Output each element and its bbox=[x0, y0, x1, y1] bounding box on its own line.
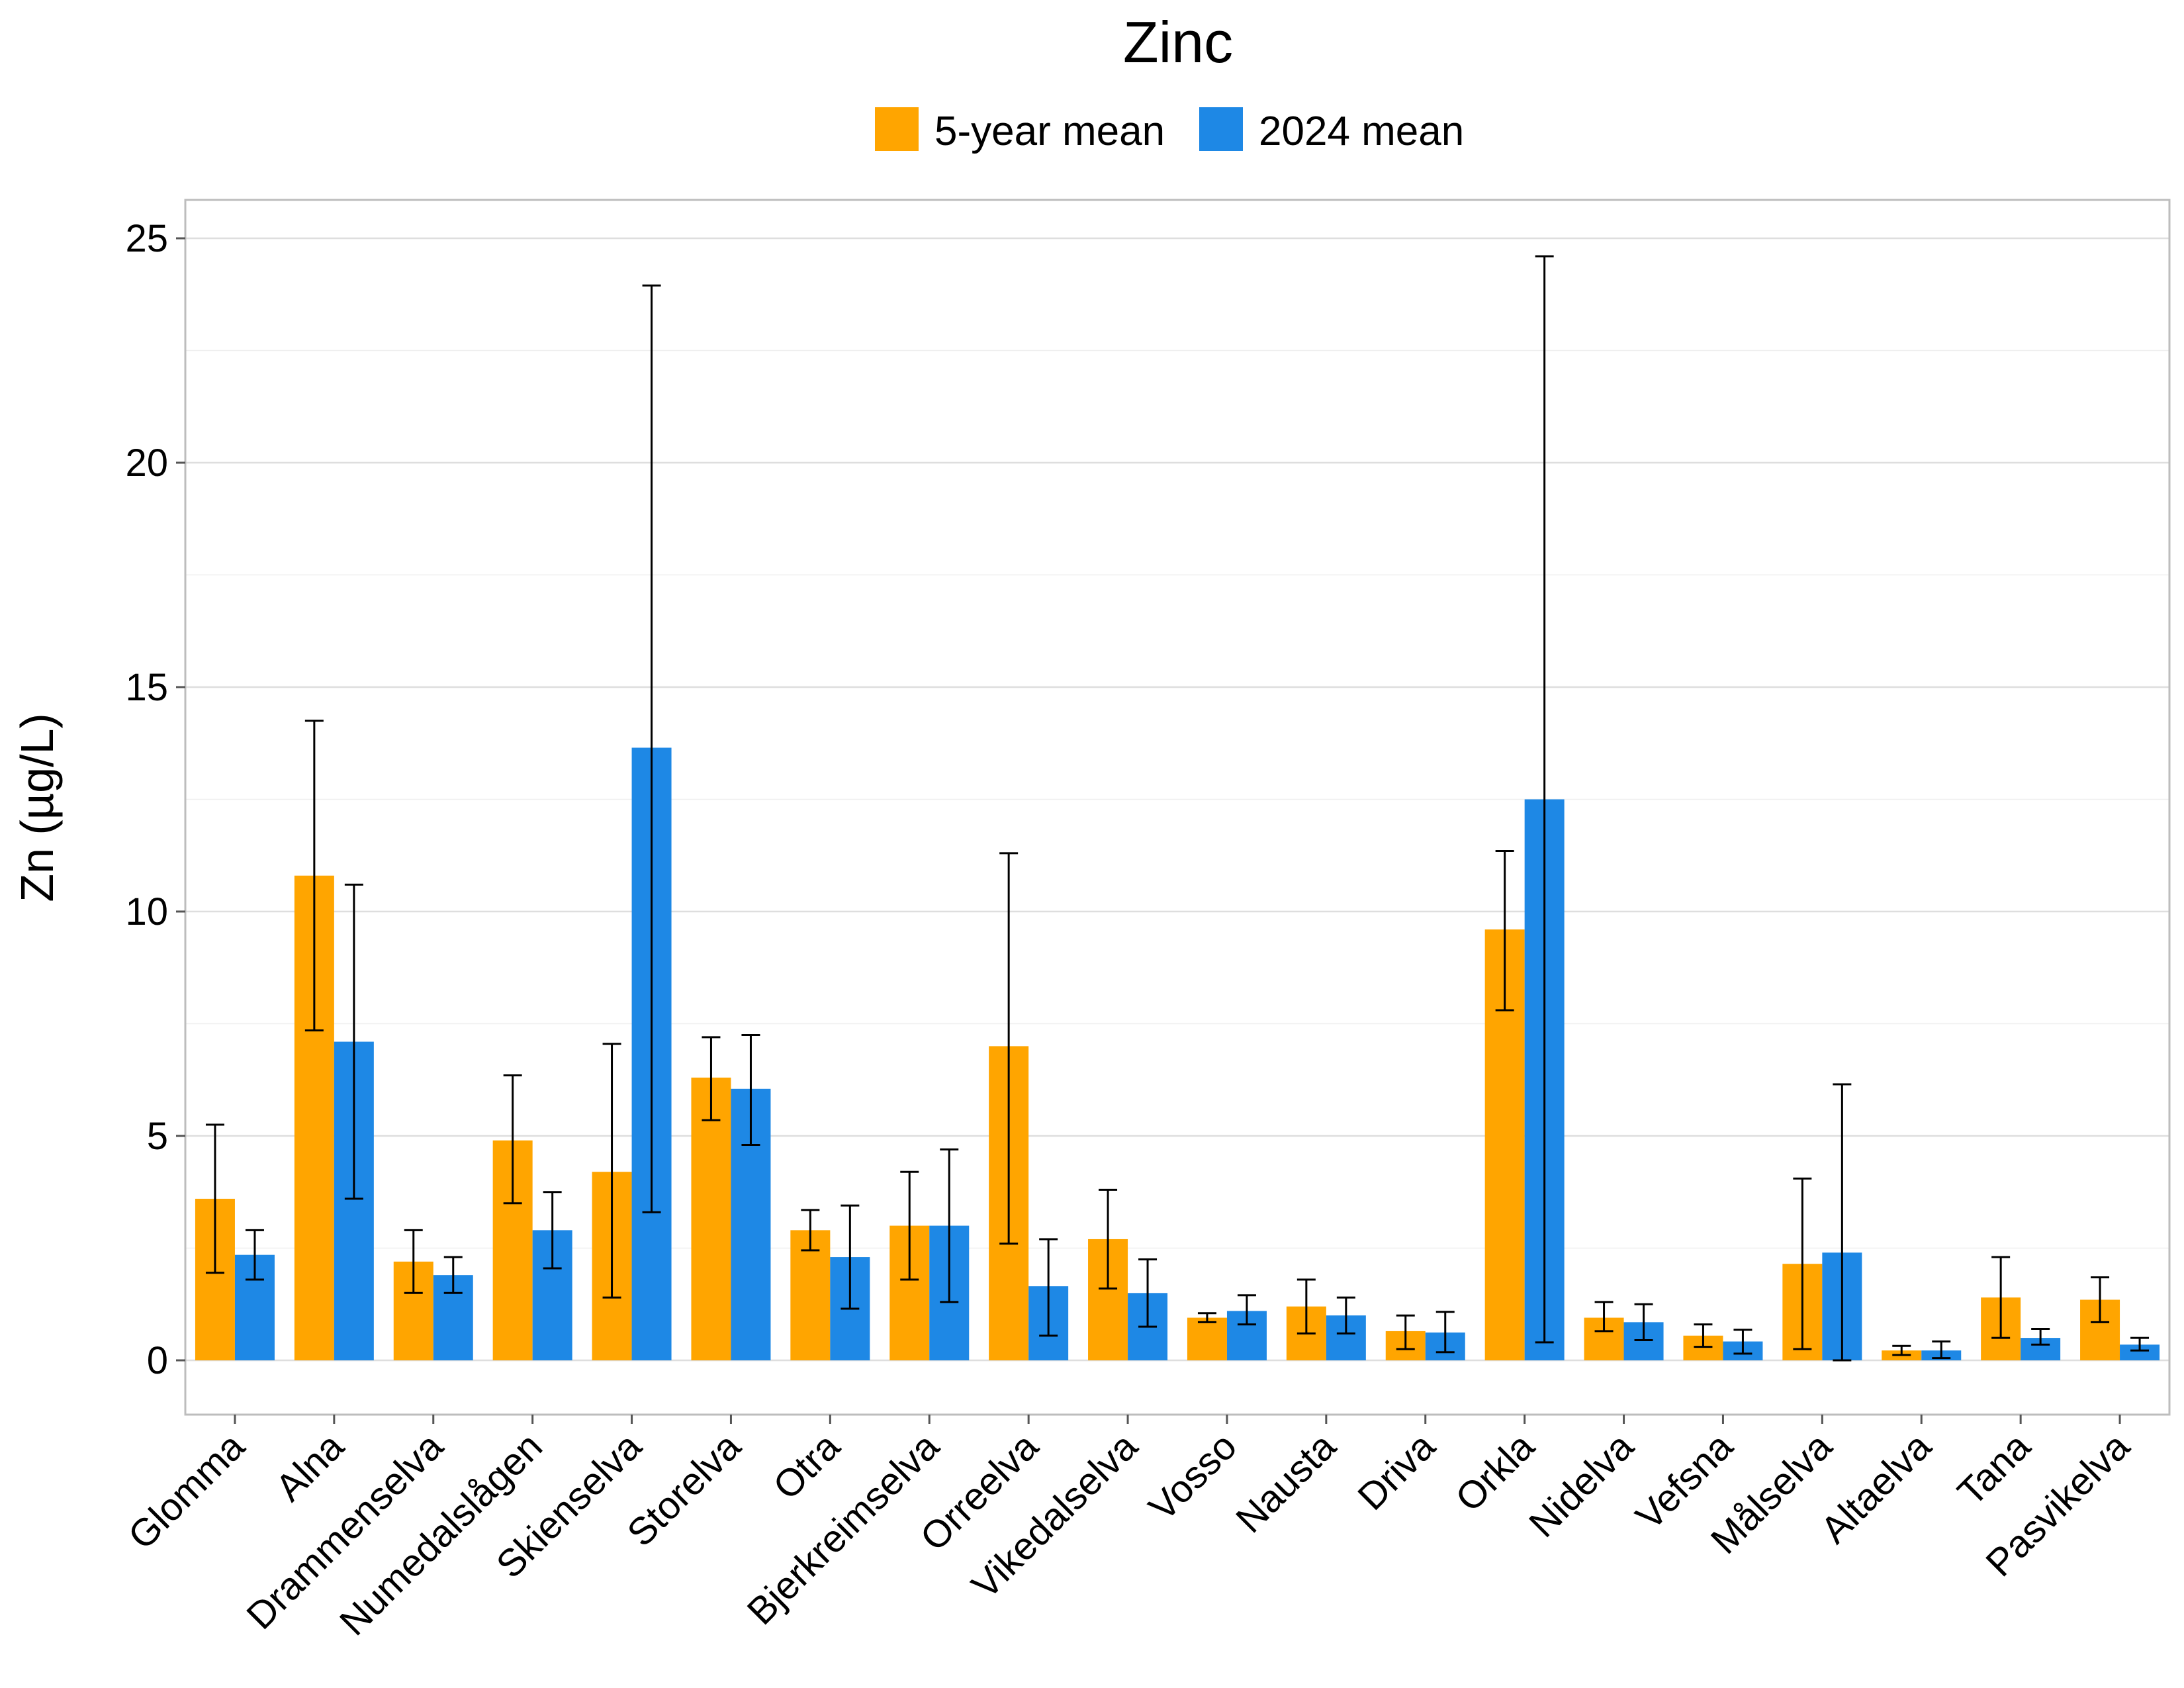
x-tick-label-alna: Alna bbox=[267, 1425, 353, 1510]
legend-swatch-2024-mean bbox=[1199, 107, 1243, 151]
error-bar-2024-mean-vikedalselva bbox=[1138, 1258, 1158, 1328]
error-bar-2024-mean-driva bbox=[1435, 1311, 1455, 1354]
error-bar-5-year-mean-malselva bbox=[1793, 1177, 1812, 1350]
error-bar-2024-mean-orkla bbox=[1535, 255, 1554, 1344]
error-bar-2024-mean-vefsna bbox=[1733, 1329, 1752, 1355]
bar-5-year-mean-vosso bbox=[1187, 1317, 1227, 1360]
error-bar-5-year-mean-pasvikelva bbox=[2091, 1276, 2110, 1323]
x-axis: Glomma AlnaDrammenselvaNumedalslågenSkien… bbox=[120, 1415, 2138, 1644]
y-tick-label: 20 bbox=[125, 442, 168, 485]
bars bbox=[195, 747, 2160, 1360]
x-tick-label-orkla: Orkla bbox=[1447, 1425, 1543, 1520]
x-tick-label-nidelva: Nidelva bbox=[1521, 1425, 1642, 1546]
error-bar-2024-mean-orreelva bbox=[1039, 1238, 1058, 1337]
legend-label-2024-mean: 2024 mean bbox=[1259, 109, 1464, 154]
bar-2024-mean-pasvikelva bbox=[2120, 1344, 2160, 1360]
error-bar-5-year-mean-nausta bbox=[1297, 1278, 1316, 1335]
error-bar-2024-mean-otra bbox=[841, 1204, 860, 1310]
error-bar-2024-mean-pasvikelva bbox=[2130, 1336, 2150, 1352]
error-bar-2024-mean-skienselva bbox=[642, 284, 661, 1213]
error-bar-5-year-mean-otra bbox=[801, 1209, 820, 1252]
error-bars bbox=[205, 255, 2150, 1362]
y-tick-label: 0 bbox=[147, 1339, 168, 1382]
error-bar-5-year-mean-tana bbox=[1991, 1256, 2011, 1339]
error-bar-5-year-mean-nidelva bbox=[1594, 1301, 1614, 1333]
x-tick-label-nausta: Nausta bbox=[1228, 1425, 1344, 1541]
y-tick-label: 15 bbox=[125, 666, 168, 709]
legend-label-5-year-mean: 5-year mean bbox=[934, 109, 1165, 154]
plot-area bbox=[184, 199, 2171, 1416]
y-tick-label: 10 bbox=[125, 890, 168, 933]
x-tick-label-driva: Driva bbox=[1349, 1425, 1443, 1519]
x-tick-label-glomma: Glomma bbox=[120, 1425, 253, 1558]
error-bar-2024-mean-malselva bbox=[1833, 1083, 1852, 1362]
error-bar-5-year-mean-altaelva bbox=[1892, 1344, 1911, 1356]
error-bar-2024-mean-vosso bbox=[1237, 1294, 1256, 1326]
error-bar-5-year-mean-driva bbox=[1396, 1314, 1415, 1350]
error-bar-5-year-mean-orkla bbox=[1495, 849, 1514, 1011]
error-bar-5-year-mean-orreelva bbox=[999, 852, 1019, 1245]
x-tick-label-vosso: Vosso bbox=[1140, 1425, 1245, 1529]
chart-title: Zinc bbox=[1123, 9, 1233, 75]
legend-swatch-5-year-mean bbox=[875, 107, 919, 151]
y-tick-label: 25 bbox=[125, 217, 168, 260]
error-bar-5-year-mean-numedalslagen bbox=[503, 1074, 522, 1205]
error-bar-2024-mean-nidelva bbox=[1634, 1303, 1653, 1341]
error-bar-2024-mean-altaelva bbox=[1932, 1340, 1951, 1360]
error-bar-5-year-mean-drammenselva bbox=[404, 1229, 423, 1294]
error-bar-5-year-mean-vefsna bbox=[1694, 1323, 1713, 1348]
x-tick-label-tana: Tana bbox=[1949, 1425, 2038, 1514]
bar-5-year-mean-storelva bbox=[691, 1077, 731, 1360]
error-bar-2024-mean-storelva bbox=[741, 1033, 760, 1147]
x-tick-label-altaelva: Altaelva bbox=[1813, 1425, 1940, 1552]
legend: 5-year mean 2024 mean bbox=[875, 107, 1464, 154]
error-bar-5-year-mean-alna bbox=[304, 720, 324, 1032]
error-bar-2024-mean-drammenselva bbox=[443, 1256, 463, 1294]
error-bar-5-year-mean-bjerkreimselva bbox=[900, 1170, 919, 1281]
error-bar-5-year-mean-vosso bbox=[1197, 1312, 1216, 1323]
bar-5-year-mean-otra bbox=[790, 1230, 831, 1360]
error-bar-5-year-mean-vikedalselva bbox=[1099, 1188, 1118, 1290]
y-tick-label: 5 bbox=[147, 1115, 168, 1158]
error-bar-2024-mean-bjerkreimselva bbox=[940, 1148, 959, 1303]
error-bar-5-year-mean-storelva bbox=[702, 1036, 721, 1121]
gridlines bbox=[185, 237, 2169, 1362]
error-bar-5-year-mean-glomma bbox=[205, 1123, 224, 1274]
error-bar-2024-mean-numedalslagen bbox=[543, 1191, 562, 1270]
error-bar-2024-mean-alna bbox=[344, 883, 363, 1200]
y-axis: 0 5 10 15 20 25 bbox=[125, 217, 185, 1382]
error-bar-5-year-mean-skienselva bbox=[602, 1043, 621, 1299]
y-axis-title: Zn (µg/L) bbox=[11, 713, 63, 902]
error-bar-2024-mean-tana bbox=[2031, 1328, 2050, 1346]
error-bar-2024-mean-glomma bbox=[245, 1229, 264, 1281]
x-tick-label-otra: Otra bbox=[765, 1425, 848, 1508]
error-bar-2024-mean-nausta bbox=[1336, 1296, 1355, 1335]
